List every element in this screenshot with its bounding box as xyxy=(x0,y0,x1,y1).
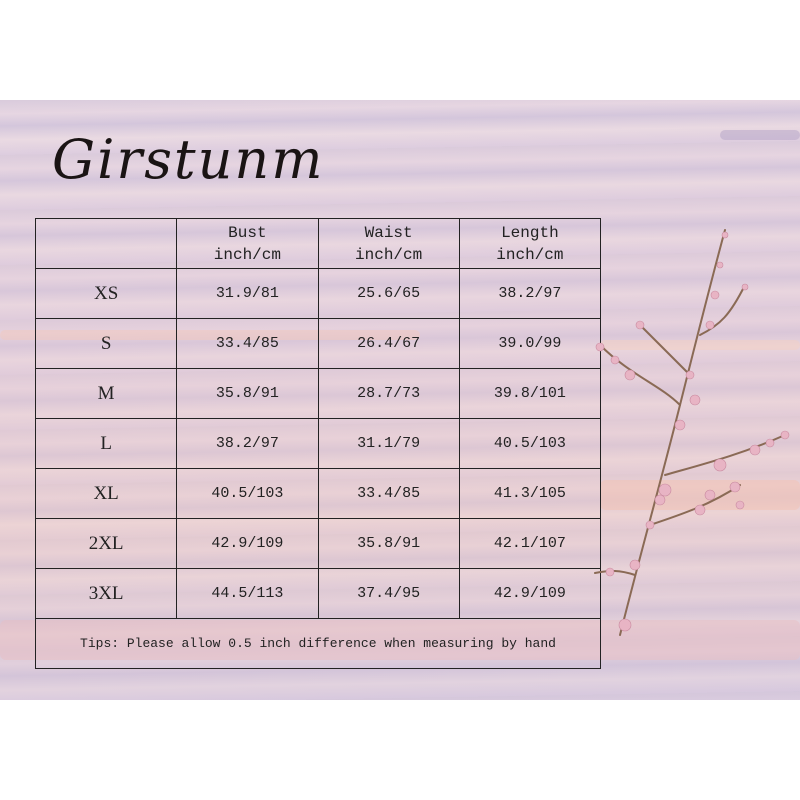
header-label: Bust xyxy=(228,223,267,242)
header-size xyxy=(34,218,178,269)
header-unit: inch/cm xyxy=(496,245,564,264)
size-cell: M xyxy=(34,368,178,419)
length-cell: 41.3/105 xyxy=(458,468,602,519)
tips-text: Tips: Please allow 0.5 inch difference w… xyxy=(35,618,601,669)
waist-cell: 33.4/85 xyxy=(317,468,460,519)
size-cell: 3XL xyxy=(34,568,178,619)
size-cell: XS xyxy=(34,268,178,319)
waist-cell: 25.6/65 xyxy=(317,268,460,319)
waist-cell: 28.7/73 xyxy=(317,368,460,419)
size-cell: L xyxy=(34,418,178,469)
bust-cell: 42.9/109 xyxy=(176,518,319,569)
header-label: Length xyxy=(501,223,559,242)
length-cell: 39.0/99 xyxy=(458,318,602,369)
table-row: XS 31.9/81 25.6/65 38.2/97 xyxy=(34,268,602,319)
size-cell: 2XL xyxy=(34,518,178,569)
bust-cell: 33.4/85 xyxy=(176,318,319,369)
length-cell: 38.2/97 xyxy=(458,268,602,319)
bust-cell: 31.9/81 xyxy=(176,268,319,319)
header-unit: inch/cm xyxy=(355,245,423,264)
paint-streak xyxy=(720,130,800,140)
table-row: 2XL 42.9/109 35.8/91 42.1/107 xyxy=(34,518,602,569)
brand-title: Girstunm xyxy=(52,128,325,191)
length-cell: 42.9/109 xyxy=(458,568,602,619)
length-cell: 40.5/103 xyxy=(458,418,602,469)
length-cell: 42.1/107 xyxy=(458,518,602,569)
waist-cell: 35.8/91 xyxy=(317,518,460,569)
table-row: L 38.2/97 31.1/79 40.5/103 xyxy=(34,418,602,469)
bust-cell: 38.2/97 xyxy=(176,418,319,469)
header-unit: inch/cm xyxy=(213,245,281,264)
header-row: Bust inch/cm Waist inch/cm Length inch/cm xyxy=(34,218,602,269)
bust-cell: 44.5/113 xyxy=(176,568,319,619)
waist-cell: 26.4/67 xyxy=(317,318,460,369)
cherry-blossom-branch-icon xyxy=(594,229,790,636)
table-row: 3XL 44.5/113 37.4/95 42.9/109 xyxy=(34,568,602,619)
bust-cell: 40.5/103 xyxy=(176,468,319,519)
bust-cell: 35.8/91 xyxy=(176,368,319,419)
size-cell: XL xyxy=(34,468,178,519)
header-waist: Waist inch/cm xyxy=(317,218,460,269)
size-chart-table: Bust inch/cm Waist inch/cm Length inch/cm X… xyxy=(34,218,602,669)
size-cell: S xyxy=(34,318,178,369)
table-row: S 33.4/85 26.4/67 39.0/99 xyxy=(34,318,602,369)
table-row: XL 40.5/103 33.4/85 41.3/105 xyxy=(34,468,602,519)
header-bust: Bust inch/cm xyxy=(176,218,319,269)
tips-row: Tips: Please allow 0.5 inch difference w… xyxy=(35,618,601,669)
header-label: Waist xyxy=(364,223,413,242)
waist-cell: 37.4/95 xyxy=(317,568,460,619)
paint-streak xyxy=(600,340,800,350)
table-row: M 35.8/91 28.7/73 39.8/101 xyxy=(34,368,602,419)
waist-cell: 31.1/79 xyxy=(317,418,460,469)
